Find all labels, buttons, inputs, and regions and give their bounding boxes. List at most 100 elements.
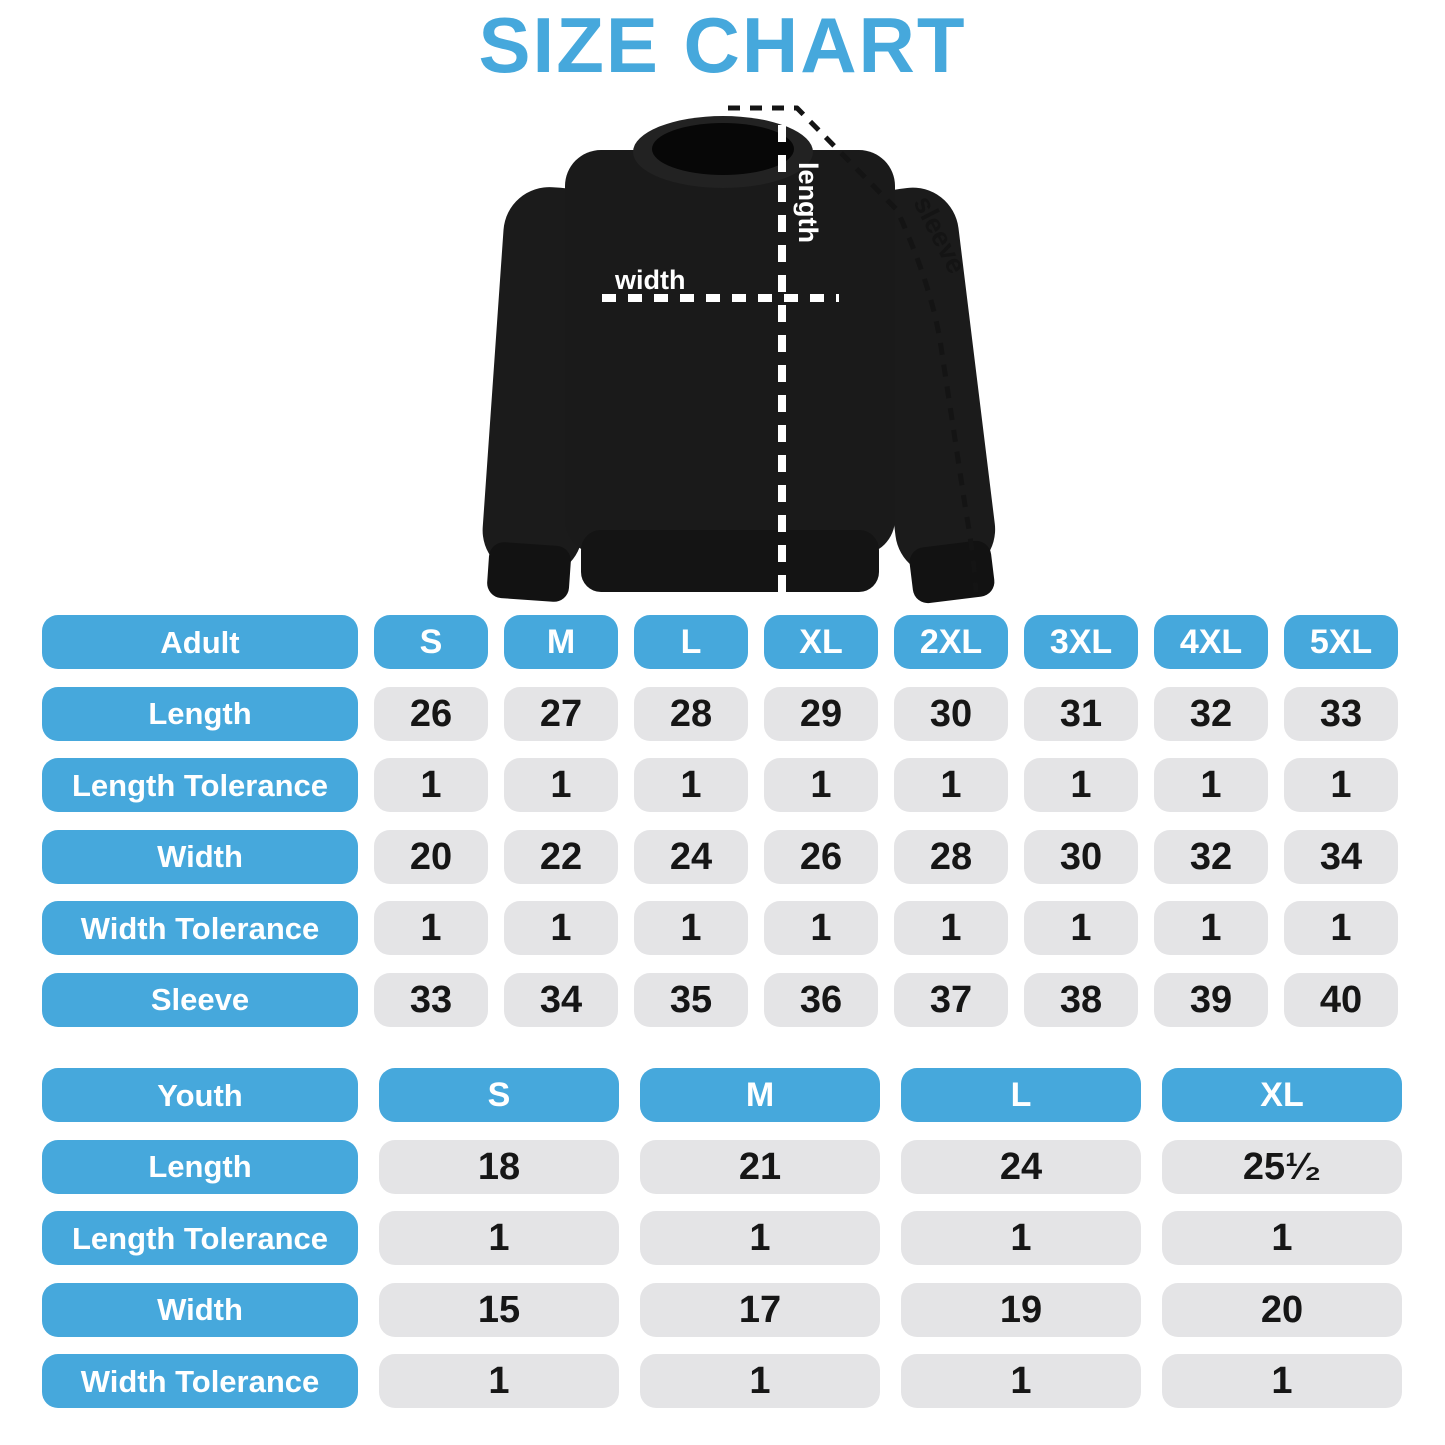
value-cell: 38 (1024, 972, 1138, 1027)
value-cell: 34 (504, 972, 618, 1027)
row-label-cell: Width Tolerance (42, 901, 358, 955)
value-cell: 28 (894, 829, 1008, 884)
value-cell: 20 (374, 829, 488, 884)
value-cell: 18 (379, 1139, 619, 1194)
right-cuff-shape (909, 540, 995, 604)
value-cell: 1 (634, 901, 748, 955)
size-header-cell: M (504, 615, 618, 669)
table-title-cell: Adult (42, 615, 358, 669)
size-header-cell: 5XL (1284, 615, 1398, 669)
value-cell: 1 (634, 758, 748, 812)
table-row: Width 20 22 24 26 28 30 32 34 (42, 829, 1398, 884)
header-row: Adult S M L XL 2XL 3XL 4XL 5XL (42, 615, 1398, 669)
row-label-cell: Length (42, 1139, 358, 1194)
size-header-cell: L (901, 1068, 1141, 1122)
table-title-cell: Youth (42, 1068, 358, 1122)
value-cell: 1 (764, 758, 878, 812)
value-cell: 1 (379, 1354, 619, 1408)
row-label-cell: Length (42, 686, 358, 741)
size-header-cell: S (379, 1068, 619, 1122)
adult-size-table: Adult S M L XL 2XL 3XL 4XL 5XL Length 26 27 28 29 30 31… (42, 615, 1398, 1044)
value-cell: 35 (634, 972, 748, 1027)
value-cell: 33 (1284, 686, 1398, 741)
value-cell: 1 (640, 1354, 880, 1408)
sweatshirt-graphic (482, 116, 996, 604)
value-cell: 1 (764, 901, 878, 955)
collar-opening-shape (652, 123, 794, 175)
row-label-cell: Width Tolerance (42, 1354, 358, 1408)
table-row: Length 26 27 28 29 30 31 32 33 (42, 686, 1398, 741)
value-cell: 29 (764, 686, 878, 741)
value-cell: 37 (894, 972, 1008, 1027)
row-label-cell: Sleeve (42, 972, 358, 1027)
size-header-cell: L (634, 615, 748, 669)
value-cell: 40 (1284, 972, 1398, 1027)
value-cell: 26 (374, 686, 488, 741)
value-cell: 19 (901, 1282, 1141, 1337)
value-cell: 30 (1024, 829, 1138, 884)
table-row: Length 18 21 24 25¹⁄₂ (42, 1139, 1402, 1194)
value-cell: 1 (374, 758, 488, 812)
row-label-cell: Width (42, 1282, 358, 1337)
sleeve-measure-line (728, 105, 979, 593)
value-cell: 39 (1154, 972, 1268, 1027)
row-label-cell: Width (42, 829, 358, 884)
row-label-cell: Length Tolerance (42, 1211, 358, 1265)
value-cell: 20 (1162, 1282, 1402, 1337)
page-title: SIZE CHART (478, 1, 967, 89)
value-cell: 30 (894, 686, 1008, 741)
value-cell: 21 (640, 1139, 880, 1194)
size-header-cell: M (640, 1068, 880, 1122)
value-cell: 32 (1154, 829, 1268, 884)
value-cell: 1 (1024, 758, 1138, 812)
size-header-cell: 3XL (1024, 615, 1138, 669)
value-cell: 34 (1284, 829, 1398, 884)
value-cell: 24 (634, 829, 748, 884)
value-cell: 1 (901, 1354, 1141, 1408)
value-cell: 26 (764, 829, 878, 884)
value-cell: 1 (640, 1211, 880, 1265)
value-cell: 1 (1284, 758, 1398, 812)
header-row: Youth S M L XL (42, 1068, 1402, 1122)
value-cell: 1 (894, 901, 1008, 955)
value-cell: 1 (1284, 901, 1398, 955)
value-cell: 1 (1162, 1354, 1402, 1408)
size-header-cell: 2XL (894, 615, 1008, 669)
table-row: Width 15 17 19 20 (42, 1282, 1402, 1337)
value-cell: 27 (504, 686, 618, 741)
table-row: Length Tolerance 1 1 1 1 1 1 1 1 (42, 758, 1398, 812)
size-header-cell: 4XL (1154, 615, 1268, 669)
value-cell: 1 (504, 901, 618, 955)
value-cell: 15 (379, 1282, 619, 1337)
value-cell: 1 (1154, 758, 1268, 812)
value-cell: 1 (1162, 1211, 1402, 1265)
value-cell: 36 (764, 972, 878, 1027)
value-cell: 31 (1024, 686, 1138, 741)
value-cell: 24 (901, 1139, 1141, 1194)
table-row: Length Tolerance 1 1 1 1 (42, 1211, 1402, 1265)
torso-shape (565, 150, 895, 555)
value-cell: 22 (504, 829, 618, 884)
table-row: Sleeve 33 34 35 36 37 38 39 40 (42, 972, 1398, 1027)
value-cell: 17 (640, 1282, 880, 1337)
value-cell: 1 (379, 1211, 619, 1265)
length-measure-label: length (793, 162, 823, 243)
left-cuff-shape (487, 542, 571, 602)
size-header-cell: S (374, 615, 488, 669)
width-measure-label: width (614, 265, 685, 295)
value-cell: 1 (374, 901, 488, 955)
value-cell: 25¹⁄₂ (1162, 1139, 1402, 1194)
value-cell: 28 (634, 686, 748, 741)
youth-size-table: Youth S M L XL Length 18 21 24 25¹⁄₂ Length Tolera… (42, 1068, 1402, 1426)
sweatshirt-measurement-diagram: width length sleeve (482, 105, 996, 604)
table-row: Width Tolerance 1 1 1 1 1 1 1 1 (42, 901, 1398, 955)
table-row: Width Tolerance 1 1 1 1 (42, 1354, 1402, 1408)
size-header-cell: XL (1162, 1068, 1402, 1122)
value-cell: 1 (901, 1211, 1141, 1265)
value-cell: 32 (1154, 686, 1268, 741)
hem-band-shape (581, 530, 879, 592)
value-cell: 1 (894, 758, 1008, 812)
value-cell: 1 (504, 758, 618, 812)
value-cell: 1 (1024, 901, 1138, 955)
